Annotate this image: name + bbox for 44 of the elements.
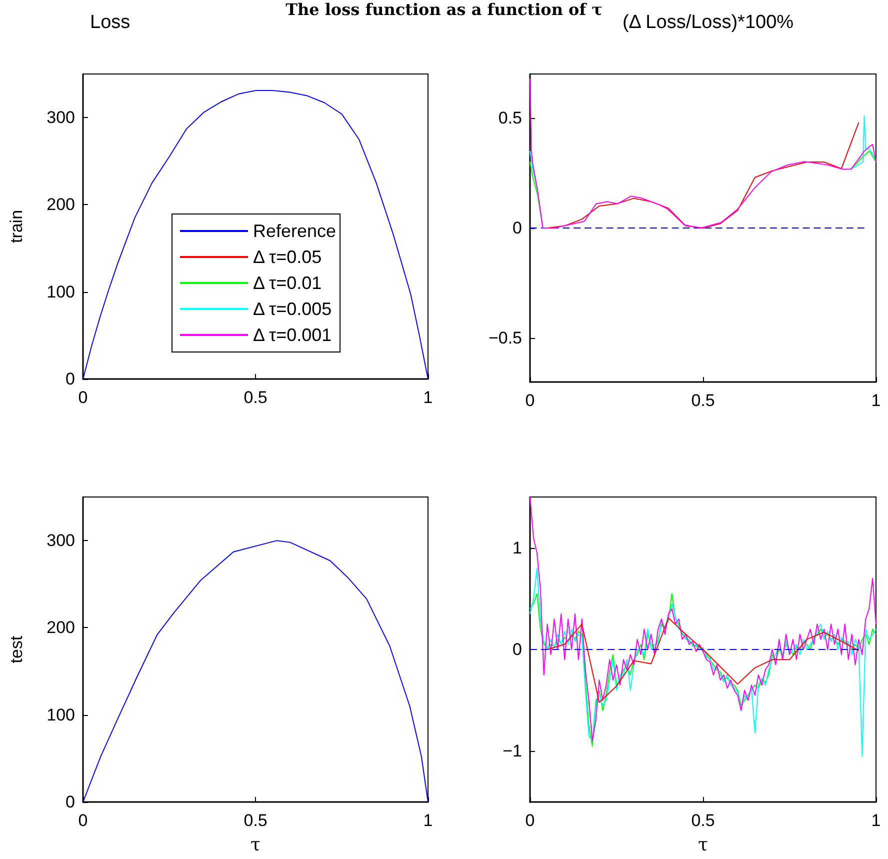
- line-series: [546, 617, 860, 703]
- line-series: [530, 78, 876, 228]
- y-tick-label: 1: [512, 538, 522, 558]
- x-tick-label: 0: [78, 388, 88, 407]
- legend-label: Δ τ=0.05: [253, 247, 322, 267]
- x-tick-label: 1: [871, 391, 881, 410]
- chart-title: The loss function as a function of τ: [286, 0, 602, 19]
- x-tick-label: 0.5: [244, 811, 268, 830]
- legend-label: Δ τ=0.005: [253, 299, 332, 319]
- legend-label: Δ τ=0.01: [253, 273, 322, 293]
- y-tick-label: 100: [46, 705, 75, 724]
- line-series: [530, 496, 876, 742]
- x-tick-label: 1: [423, 811, 433, 830]
- x-tick-label: 0: [78, 811, 88, 830]
- x-tick-label: 0.5: [691, 811, 715, 830]
- y-tick-label: 100: [46, 282, 75, 302]
- x-axis-title: τ: [250, 834, 261, 856]
- x-axis-title: τ: [698, 834, 708, 856]
- chart-subtitle: Loss: [90, 12, 130, 33]
- y-tick-label: 0: [512, 640, 522, 659]
- y-tick-label: 0: [66, 370, 75, 388]
- y-tick-label: 0.5: [498, 108, 522, 128]
- line-series: [546, 122, 860, 228]
- x-tick-label: 1: [423, 388, 433, 407]
- chart-title: (Δ Loss/Loss)*100%: [622, 12, 794, 33]
- y-axis-title: test: [7, 636, 26, 664]
- line-series: [530, 568, 876, 757]
- y-axis-title: train: [7, 210, 26, 244]
- x-tick-label: 0.5: [244, 388, 268, 407]
- y-tick-label: 200: [46, 618, 75, 638]
- y-tick-label: −1: [502, 742, 522, 761]
- x-tick-label: 0: [525, 391, 535, 410]
- y-tick-label: 300: [46, 531, 75, 550]
- y-tick-label: 300: [46, 108, 75, 128]
- y-tick-label: −0.5: [488, 328, 522, 348]
- x-tick-label: 1: [871, 811, 881, 830]
- y-tick-label: 0: [66, 792, 75, 812]
- line-series: [530, 593, 876, 747]
- y-tick-label: 0: [512, 218, 522, 238]
- x-tick-label: 0.5: [691, 391, 715, 410]
- legend-label: Δ τ=0.001: [253, 325, 332, 345]
- y-tick-label: 200: [46, 195, 75, 214]
- legend-label: Reference: [253, 221, 336, 241]
- x-tick-label: 0: [525, 811, 535, 830]
